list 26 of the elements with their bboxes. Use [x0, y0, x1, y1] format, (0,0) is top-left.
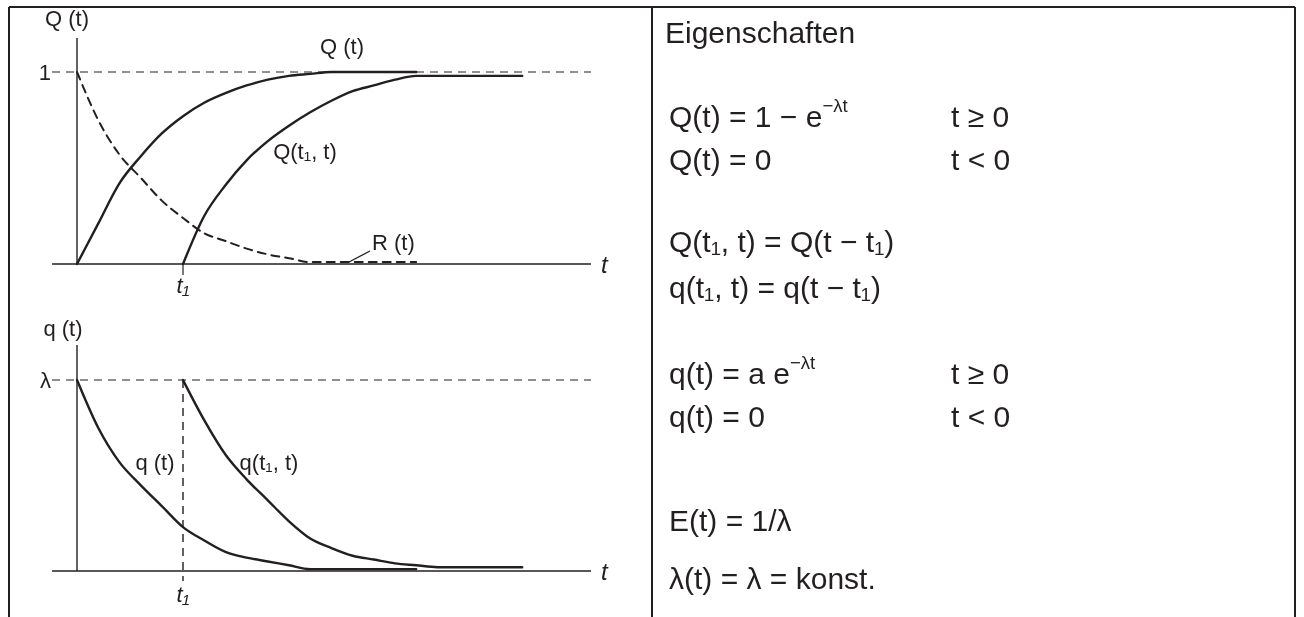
text: q(t) = 0 [669, 399, 765, 433]
text: q(t) = a e$^{−λt}$ [669, 352, 817, 390]
y-axis-title: Q (t) [45, 5, 89, 31]
series-label: q(t₁, t) [239, 449, 299, 475]
x-axis-title: t [601, 250, 609, 278]
text: Q(t) = 0 [669, 142, 772, 176]
series-label: Q (t) [320, 33, 364, 59]
y-axis-title: q (t) [43, 315, 83, 341]
text: t ≥ 0 [951, 356, 1010, 390]
text: Q(t) = 1 − e$^{−λt}$ [669, 95, 849, 133]
text: t ≥ 0 [951, 99, 1010, 133]
x-axis-title: t [601, 557, 609, 585]
text: t < 0 [951, 142, 1011, 176]
text: t < 0 [951, 399, 1011, 433]
ref-line-label: λ [40, 367, 51, 393]
text: t₁ [176, 581, 190, 607]
text: Eigenschaften [665, 15, 856, 49]
ref-line-label: 1 [38, 59, 51, 85]
text: t₁ [176, 272, 190, 298]
text: q(t₁, t) = q(t − t₁) [669, 270, 881, 304]
text: Q(t₁, t) = Q(t − t₁) [669, 224, 895, 258]
text: E(t) = 1/λ [669, 503, 792, 537]
series-label: q (t) [135, 449, 175, 475]
series-label: Q(t₁, t) [273, 138, 337, 164]
text: λ(t) = λ = konst. [669, 561, 876, 595]
legend-label: R (t) [372, 229, 415, 255]
